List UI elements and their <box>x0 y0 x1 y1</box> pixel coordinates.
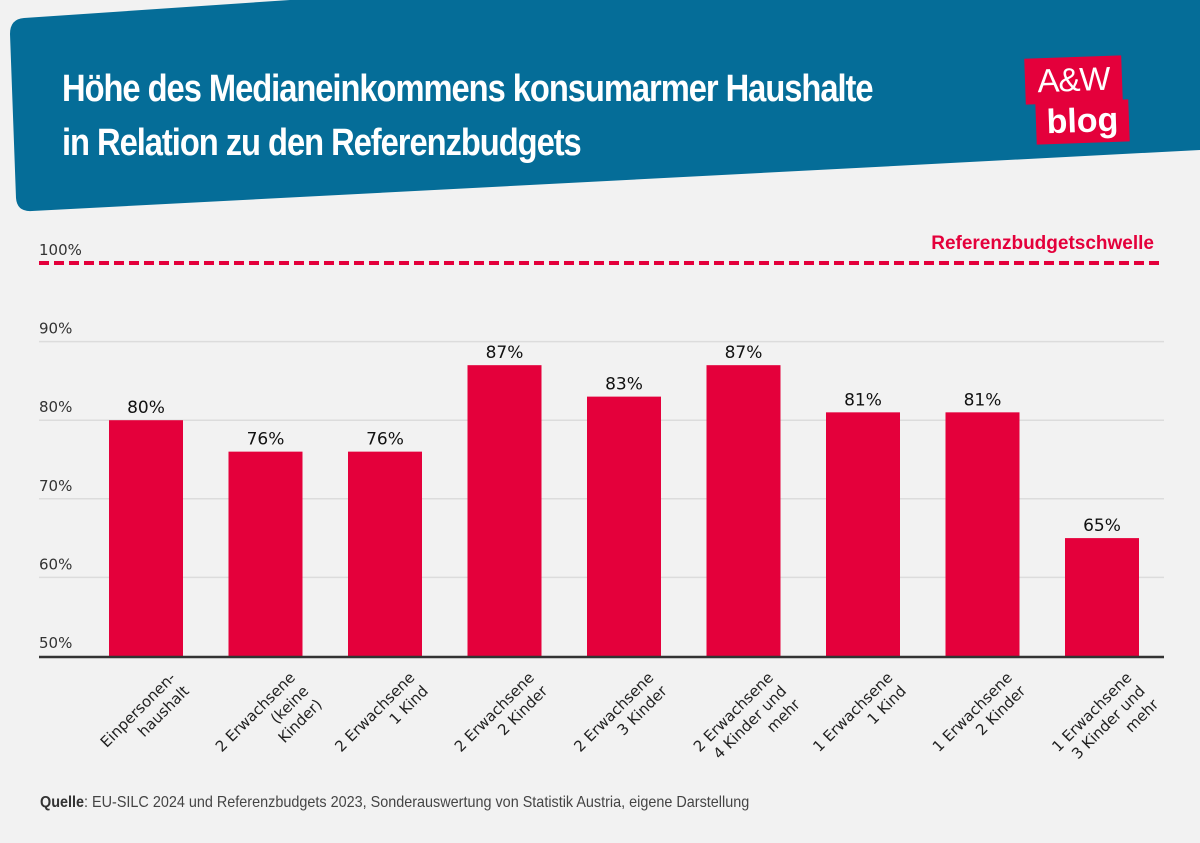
chart-title-line2: in Relation zu den Referenzbudgets <box>62 122 582 164</box>
bar-value-label: 87% <box>486 343 524 363</box>
bar-value-label: 83% <box>605 375 643 395</box>
source-text: : EU-SILC 2024 und Referenzbudgets 2023,… <box>84 794 750 811</box>
y-axis-ticks: 50% 60% 70% 80% 90% 100% <box>39 241 82 652</box>
source-note: Quelle: EU-SILC 2024 und Referenzbudgets… <box>40 794 749 812</box>
y-tick-label: 60% <box>39 555 72 573</box>
header-banner <box>10 0 1200 212</box>
source-label: Quelle <box>40 794 85 811</box>
y-tick-label: 80% <box>39 398 72 416</box>
y-tick-label: 100% <box>39 241 82 259</box>
value-labels: 80% 76% 76% 87% 83% 87% 81% 81% 65% <box>127 343 1121 536</box>
chart-title-line1: Höhe des Medianeinkommens konsumarmer Ha… <box>62 68 874 110</box>
bars <box>109 365 1139 656</box>
bar <box>228 451 303 656</box>
bar-value-label: 65% <box>1083 516 1121 536</box>
bar-value-label: 81% <box>964 390 1002 410</box>
y-tick-label: 50% <box>39 634 72 652</box>
y-tick-label: 90% <box>39 320 72 338</box>
bar <box>587 396 661 656</box>
bar <box>945 412 1020 656</box>
bar <box>706 365 781 656</box>
header-banner-shape <box>10 0 1200 212</box>
reference-line-label: Referenzbudgetschwelle <box>931 233 1154 254</box>
y-tick-label: 70% <box>39 477 72 495</box>
bar <box>348 451 422 656</box>
bar <box>826 412 900 656</box>
bar <box>1065 538 1139 656</box>
bar-value-label: 76% <box>366 430 404 450</box>
bar-value-label: 76% <box>247 430 285 450</box>
bar <box>467 365 542 656</box>
bar <box>109 420 183 656</box>
x-tick-label: Einpersonen-haushalt <box>97 669 193 752</box>
bar-value-label: 87% <box>725 343 763 363</box>
bar-value-label: 80% <box>127 398 165 418</box>
bar-value-label: 81% <box>844 390 882 410</box>
x-axis-labels: Einpersonen-haushalt 2 Erwachsene(keineKi… <box>97 669 1163 763</box>
